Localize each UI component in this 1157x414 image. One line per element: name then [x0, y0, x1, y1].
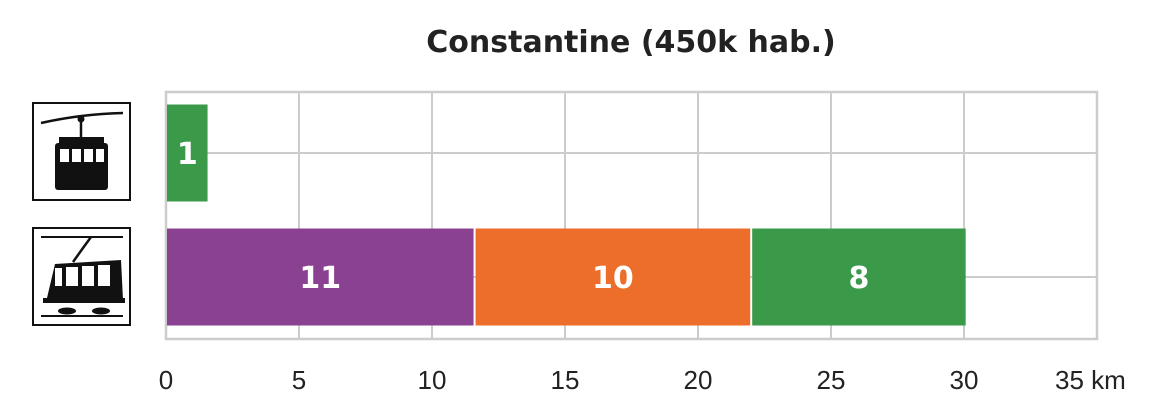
- bar-segment-tram-0: [167, 228, 474, 326]
- x-tick-label: 15: [551, 365, 580, 395]
- x-tick-label: 35 km: [1055, 365, 1126, 395]
- x-tick-label: 20: [684, 365, 713, 395]
- bar-segment-tram-1: [475, 228, 751, 326]
- bar-segment-tram-2: [752, 228, 966, 326]
- bar-value-label: 11: [299, 261, 341, 296]
- x-axis-ticks: 0 5 10 15 20 25 30 35 km: [159, 365, 1126, 395]
- x-tick-label: 25: [817, 365, 846, 395]
- bar-segment-cable-car-0: [167, 104, 208, 202]
- cable-car-icon: [32, 102, 131, 201]
- bar-value-label: 8: [848, 261, 869, 296]
- tram-icon: [32, 227, 131, 326]
- x-tick-label: 30: [950, 365, 979, 395]
- chart-title: Constantine (450k hab.): [426, 25, 835, 60]
- bars: 111 10 8: [167, 104, 966, 326]
- plot-area: [164, 90, 1099, 341]
- x-tick-label: 0: [159, 365, 173, 395]
- bar-value-label: 10: [592, 261, 634, 296]
- x-tick-label: 5: [292, 365, 306, 395]
- bar-value-label: 1: [177, 137, 198, 172]
- x-tick-label: 10: [418, 365, 447, 395]
